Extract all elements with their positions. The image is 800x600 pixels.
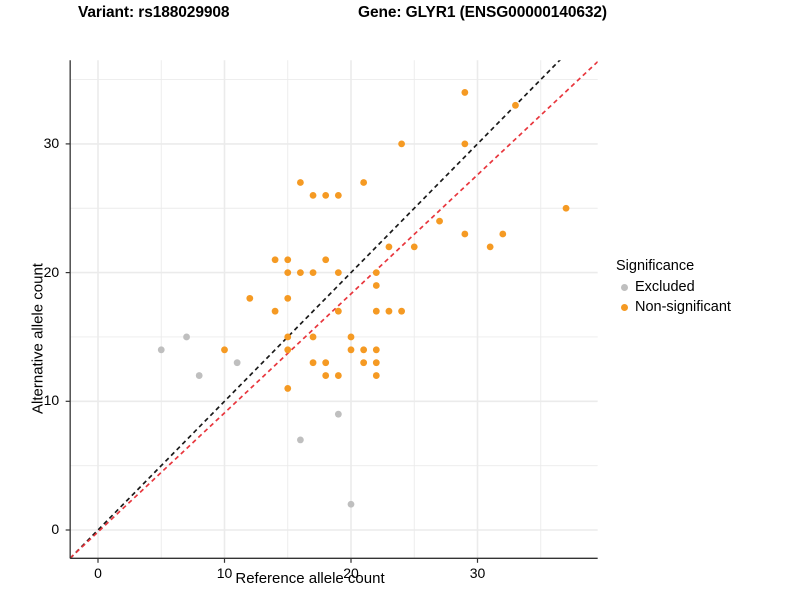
y-tick-label: 20	[43, 263, 60, 280]
series-excluded	[157, 333, 355, 508]
data-point	[246, 294, 254, 302]
legend-item-label: Excluded	[635, 279, 695, 295]
legend-dot-icon	[620, 303, 628, 311]
legend-item-label: Non-significant	[635, 299, 731, 315]
data-point	[157, 346, 165, 354]
reference-line-identity	[70, 60, 561, 559]
data-point	[562, 204, 570, 212]
data-point	[360, 179, 368, 186]
data-point	[322, 372, 330, 379]
data-point	[233, 359, 241, 367]
data-point	[334, 372, 342, 379]
data-point	[436, 217, 443, 225]
data-point	[385, 307, 393, 315]
legend-title: Significance	[616, 258, 695, 274]
series-non-significant	[221, 89, 570, 392]
y-tick-label: 30	[43, 134, 60, 151]
data-points	[157, 89, 570, 508]
data-point	[309, 333, 317, 341]
data-point	[360, 359, 368, 367]
legend-swatch-icon	[616, 297, 632, 317]
data-point	[398, 140, 405, 148]
data-point	[195, 372, 203, 379]
data-point	[271, 307, 279, 315]
data-point	[461, 140, 469, 148]
data-point	[284, 385, 292, 392]
data-point	[221, 346, 228, 354]
data-point	[322, 359, 330, 367]
data-point	[284, 333, 292, 341]
x-axis-title: Reference allele count	[235, 570, 385, 587]
gene-title: Gene: GLYR1 (ENSG00000140632)	[358, 4, 607, 21]
data-point	[410, 243, 418, 251]
data-point	[372, 307, 380, 315]
legend-item[interactable]: Non-significant	[616, 297, 796, 317]
data-point	[347, 500, 355, 508]
data-point	[322, 256, 330, 264]
data-point	[398, 307, 405, 315]
x-tick-label: 30	[469, 565, 486, 582]
data-point	[271, 256, 279, 264]
data-point	[385, 243, 393, 251]
data-point	[183, 333, 190, 341]
data-point	[309, 359, 317, 367]
reference-line-fitted	[70, 61, 598, 559]
gridlines	[70, 60, 598, 559]
data-point	[284, 294, 292, 302]
x-tick-label: 20	[343, 565, 359, 582]
data-point	[297, 179, 304, 186]
data-point	[512, 101, 519, 109]
legend-item-list: Excluded Non-significant	[616, 277, 796, 317]
data-point	[372, 346, 380, 354]
data-point	[360, 346, 368, 354]
data-point	[322, 191, 330, 199]
data-point	[334, 191, 342, 199]
data-point	[297, 436, 304, 444]
data-point	[334, 410, 342, 418]
y-tick-label: 0	[51, 521, 60, 537]
data-point	[334, 307, 342, 315]
data-point	[347, 346, 355, 354]
data-point	[486, 243, 494, 251]
variant-title: Variant: rs188029908	[78, 4, 230, 21]
data-point	[284, 269, 292, 276]
data-point	[372, 372, 380, 379]
data-point	[309, 269, 317, 276]
reference-lines	[70, 60, 598, 559]
data-point	[284, 256, 292, 264]
data-point	[499, 230, 507, 238]
data-point	[309, 191, 317, 199]
y-tick-label: 10	[43, 392, 60, 409]
figure-title-band: Variant: rs188029908 Gene: GLYR1 (ENSG00…	[0, 0, 800, 30]
data-point	[461, 230, 469, 238]
data-point	[372, 282, 380, 289]
legend-dot-icon	[620, 283, 628, 291]
x-tick-label: 10	[216, 565, 233, 582]
data-point	[297, 269, 304, 276]
data-point	[372, 359, 380, 367]
y-axis-title: Alternative allele count	[29, 263, 47, 414]
legend-swatch-icon	[616, 277, 632, 297]
legend-item[interactable]: Excluded	[616, 277, 796, 297]
legend: Significance Excluded Non-significant	[616, 258, 796, 317]
data-point	[334, 269, 342, 276]
data-point	[372, 269, 380, 276]
data-point	[347, 333, 355, 341]
data-point	[461, 89, 469, 96]
data-point	[284, 346, 292, 354]
x-tick-label: 0	[94, 565, 102, 582]
